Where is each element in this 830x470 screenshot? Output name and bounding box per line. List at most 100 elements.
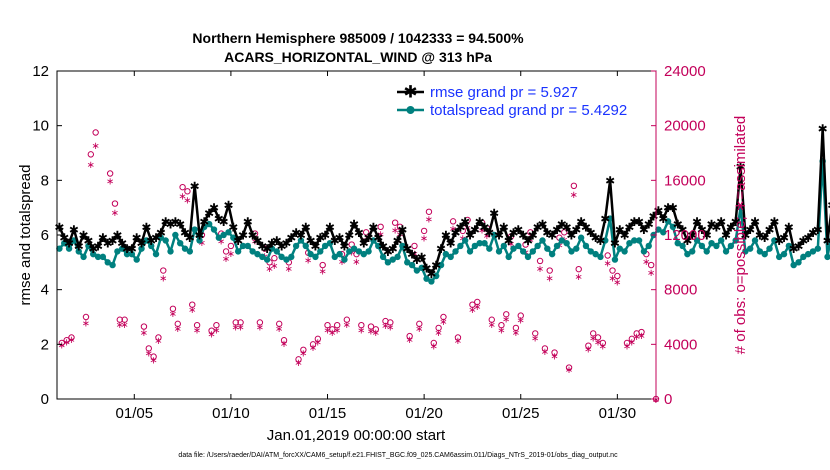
rmse-point: ✱	[818, 122, 828, 136]
rmse-point: ✱	[528, 229, 538, 243]
rmse-point: ✱	[281, 237, 291, 251]
rmse-point: ✱	[122, 242, 132, 256]
obs-possible-point	[276, 320, 283, 328]
obs-possible-point	[536, 257, 544, 265]
obs-assimilated-point: ∗	[265, 264, 273, 275]
totalspread-point	[476, 240, 483, 247]
obs-possible-point	[155, 334, 162, 341]
rmse-point: ✱	[639, 223, 649, 237]
obs-assimilated-point: ∗	[420, 234, 428, 245]
obs-possible-point	[271, 255, 278, 262]
y-left-tick-label: 2	[41, 336, 49, 353]
totalspread-point	[539, 237, 546, 244]
rmse-point: ✱	[547, 229, 557, 243]
legend-rmse-label: rmse grand pr = 5.927	[430, 84, 578, 101]
x-tick-label: 01/25	[502, 405, 540, 422]
totalspread-point	[486, 245, 493, 252]
rmse-point: ✱	[199, 215, 209, 229]
obs-assimilated-point: ∗	[145, 349, 153, 360]
totalspread-point	[534, 242, 541, 250]
totalspread-point	[138, 245, 145, 252]
obs-assimilated-point: ∗	[434, 328, 442, 339]
rmse-point: ✱	[789, 242, 799, 256]
obs-assimilated-point: ∗	[174, 324, 182, 335]
rmse-point: ✱	[740, 229, 750, 243]
totalspread-point	[157, 234, 165, 241]
obs-assimilated-point: ∗	[526, 235, 534, 246]
obs-possible-point	[474, 298, 481, 306]
obs-assimilated-point: ∗	[376, 230, 384, 241]
rmse-point: ✱	[450, 226, 460, 240]
rmse-point: ✱	[397, 223, 407, 237]
obs-count-layer: ∗∗∗∗∗∗∗∗∗∗∗∗∗∗∗∗∗∗∗∗∗∗∗∗∗∗∗∗∗∗∗∗∗∗∗∗∗∗∗∗…	[58, 129, 660, 406]
totalspread-point	[133, 256, 140, 263]
obs-assimilated-point: ∗	[439, 317, 447, 328]
rmse-point: ✱	[755, 229, 765, 243]
totalspread-point	[288, 253, 295, 261]
obs-possible-point	[300, 346, 307, 353]
totalspread-point	[544, 245, 551, 252]
totalspread-point	[727, 242, 735, 250]
totalspread-point	[167, 248, 174, 255]
obs-assimilated-point: ∗	[372, 328, 380, 339]
obs-possible-point	[189, 301, 196, 308]
obs-possible-point	[106, 170, 114, 177]
rmse-point: ✱	[523, 234, 533, 248]
rmse-point: ✱	[562, 220, 572, 234]
obs-possible-point	[367, 323, 375, 330]
obs-assimilated-point: ∗	[599, 342, 607, 353]
rmse-point: ✱	[537, 218, 547, 232]
totalspread-point	[215, 234, 223, 241]
y-right-tick-label: 16000	[664, 172, 706, 189]
totalspread-point	[548, 250, 556, 258]
totalspread-point	[152, 250, 160, 258]
rmse-point: ✱	[591, 231, 601, 245]
obs-possible-point	[87, 151, 95, 158]
obs-possible-point	[406, 332, 413, 340]
rmse-point: ✱	[325, 220, 335, 234]
totalspread-point	[114, 248, 121, 255]
totalspread-point	[268, 245, 276, 252]
rmse-point: ✱	[668, 201, 678, 215]
totalspread-point	[75, 248, 82, 255]
rmse-point: ✱	[431, 259, 441, 273]
rmse-point: ✱	[610, 237, 620, 251]
obs-possible-point	[609, 267, 616, 274]
obs-assimilated-point: ∗	[613, 277, 621, 288]
totalspread-point	[80, 253, 87, 261]
rmse-point: ✱	[151, 231, 161, 245]
rmse-point: ✱	[484, 226, 494, 240]
totalspread-point	[404, 259, 411, 266]
y-right-tick-label: 8000	[664, 282, 697, 299]
totalspread-point	[346, 248, 353, 255]
obs-possible-point	[145, 345, 152, 352]
totalspread-point	[563, 240, 570, 247]
rmse-point: ✱	[586, 226, 596, 240]
rmse-point: ✱	[726, 220, 736, 234]
totalspread-point	[471, 242, 479, 250]
obs-possible-point	[68, 334, 75, 341]
rmse-point: ✱	[687, 229, 697, 243]
totalspread-point	[259, 253, 266, 261]
obs-assimilated-point: ∗	[169, 309, 177, 320]
totalspread-point	[587, 248, 594, 255]
rmse-point: ✱	[504, 234, 514, 248]
rmse-point: ✱	[822, 234, 830, 248]
totalspread-point	[399, 242, 406, 250]
totalspread-point	[225, 229, 232, 236]
rmse-point: ✱	[692, 215, 702, 229]
totalspread-point	[326, 240, 334, 247]
x-tick-label: 01/15	[309, 405, 347, 422]
totalspread-point	[626, 240, 633, 247]
obs-assimilated-point: ∗	[256, 323, 264, 334]
totalspread-point	[602, 237, 609, 244]
rmse-point: ✱	[64, 237, 74, 251]
obs-assimilated-point: ∗	[381, 321, 389, 332]
rmse-point: ✱	[156, 226, 166, 240]
obs-assimilated-point: ∗	[236, 323, 244, 334]
rmse-point: ✱	[678, 223, 688, 237]
obs-possible-point	[628, 335, 636, 343]
totalspread-point	[350, 245, 358, 252]
obs-possible-point	[435, 324, 442, 332]
obs-possible-point	[63, 337, 70, 344]
